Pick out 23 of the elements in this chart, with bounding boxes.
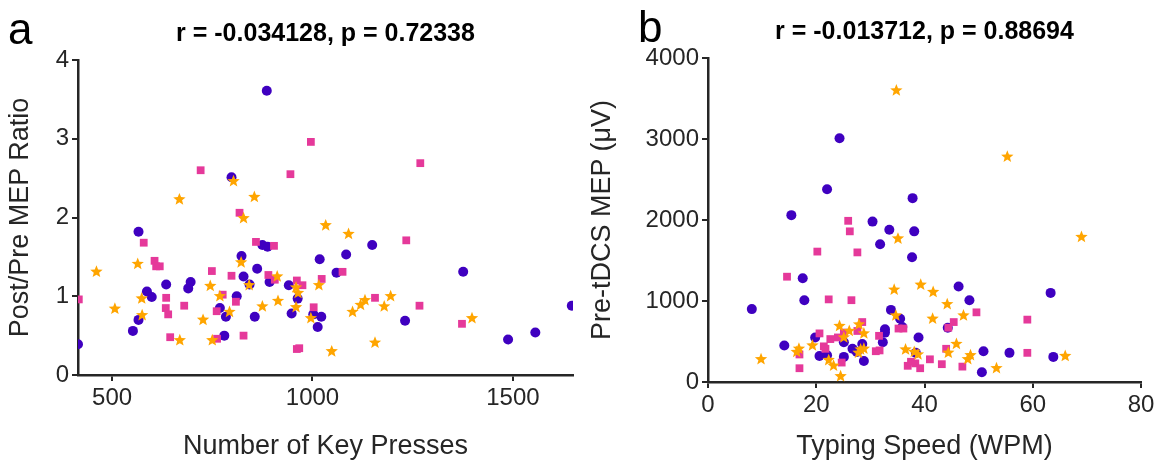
x-tick-label: 1500 bbox=[486, 383, 540, 411]
y-tick-label: 4 bbox=[55, 44, 69, 72]
y-axis-title: Pre-tDCS MEP (μV) bbox=[585, 99, 616, 341]
y-tick-label: 3 bbox=[55, 123, 69, 151]
x-tick-label: 20 bbox=[802, 390, 830, 418]
x-tick-label: 80 bbox=[1127, 390, 1155, 418]
y-tick-label: 2000 bbox=[645, 204, 699, 232]
y-tick-label: 1000 bbox=[645, 285, 699, 313]
chart-title: r = -0.013712, p = 0.88694 bbox=[775, 16, 1075, 45]
x-tick-label: 1000 bbox=[285, 383, 340, 411]
x-tick-label: 40 bbox=[911, 390, 938, 418]
x-tick-label: 60 bbox=[1019, 390, 1047, 418]
x-axis-title: Typing Speed (WPM) bbox=[796, 430, 1053, 461]
y-tick-label: 3000 bbox=[645, 123, 699, 151]
chart-title: r = -0.034128, p = 0.72338 bbox=[176, 18, 476, 47]
y-tick-label: 1 bbox=[55, 280, 69, 308]
y-tick-label: 0 bbox=[55, 359, 69, 387]
y-tick-label: 0 bbox=[685, 366, 699, 394]
y-tick-label: 2 bbox=[55, 202, 69, 230]
x-axis-title: Number of Key Presses bbox=[182, 430, 469, 461]
y-axis-title: Post/Pre MEP Ratio bbox=[3, 97, 34, 338]
text: a bbox=[8, 4, 33, 54]
x-tick-label: 500 bbox=[92, 383, 133, 411]
